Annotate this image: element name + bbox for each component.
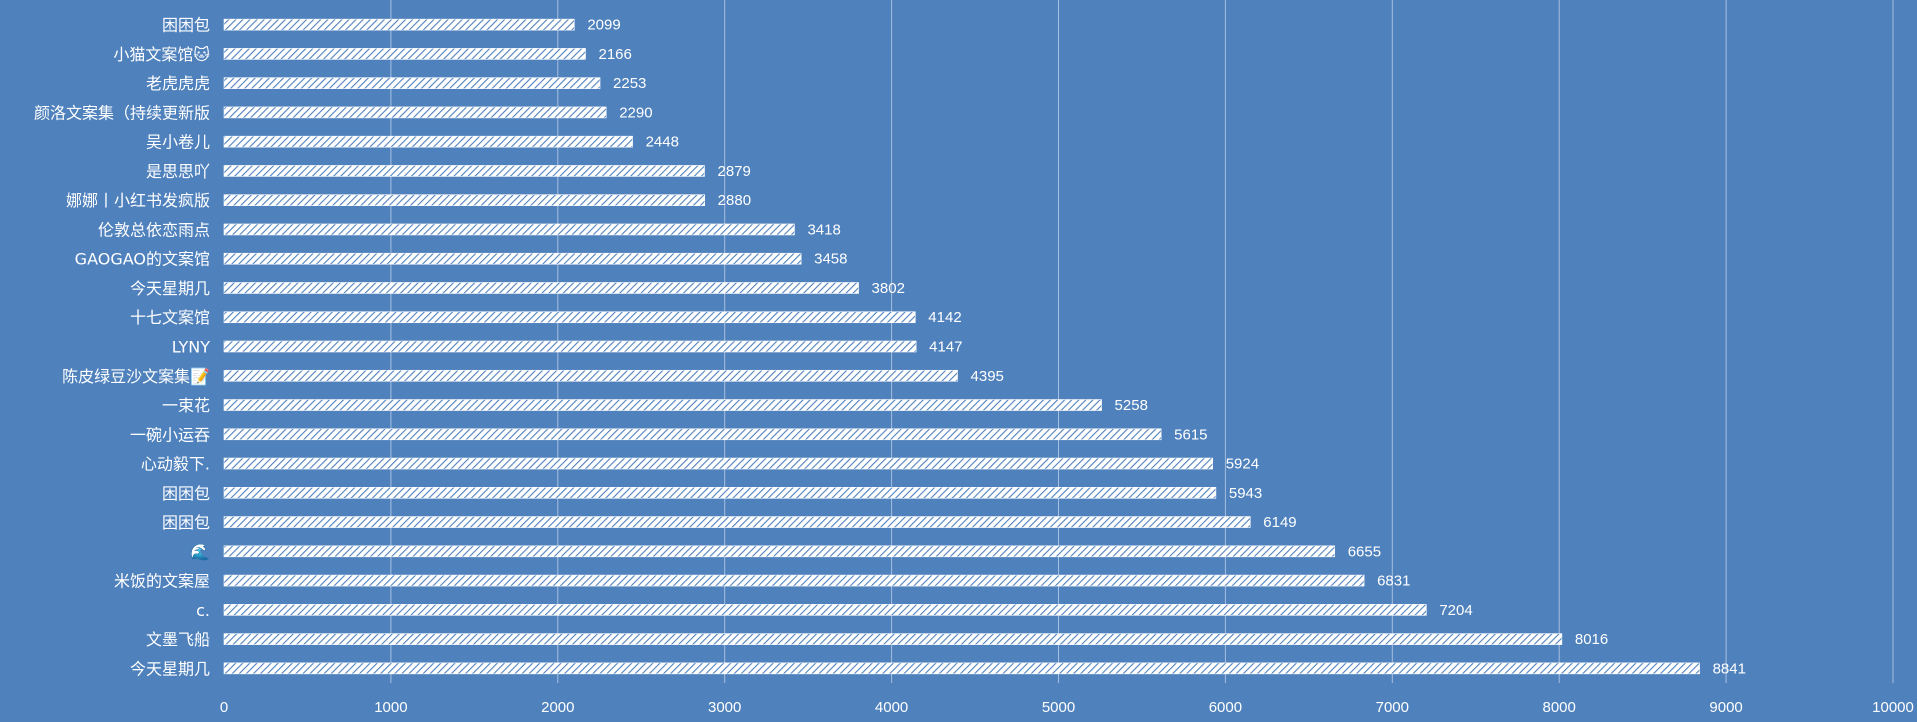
category-label: 小猫文案馆🐱: [113, 45, 210, 64]
x-tick-label: 5000: [1042, 699, 1075, 716]
value-axis: 0 1000 2000 3000 4000 5000 6000 7000 8000 9000 100…: [220, 699, 1914, 716]
category-label: 颜洛文案集（持续更新版: [34, 103, 210, 122]
bar: [223, 545, 1336, 558]
category-label: 十七文案馆: [130, 308, 210, 327]
bar-value-label: 2166: [599, 46, 632, 63]
category-label: 老虎虎虎: [146, 74, 210, 93]
bar: [223, 662, 1700, 675]
bar-value-label: 2253: [613, 75, 646, 92]
bar: [223, 48, 586, 60]
bar: [223, 282, 859, 294]
category-label: 米饭的文案屋: [114, 572, 210, 591]
bars: [223, 18, 1700, 675]
category-label: 🌊: [190, 542, 210, 561]
x-tick-label: 10000: [1872, 699, 1914, 716]
bar: [223, 604, 1427, 616]
category-label: 一碗小运吞: [130, 425, 210, 444]
bar-value-label: 2880: [718, 192, 751, 209]
x-tick-label: 2000: [541, 699, 574, 716]
bar-value-label: 2879: [718, 163, 751, 180]
bar: [223, 18, 575, 31]
category-label: 心动毅下.: [141, 455, 210, 474]
category-label: 吴小卷儿: [146, 133, 210, 152]
bar-value-label: 8841: [1713, 660, 1746, 677]
category-label: 今天星期几: [130, 279, 210, 298]
bar-value-label: 4395: [971, 368, 1004, 385]
category-label: LYNY: [172, 338, 211, 357]
category-axis: 今天星期几文墨飞船c.米饭的文案屋🌊困困包困困包心动毅下.一碗小运吞一束花陈皮绿…: [34, 16, 210, 679]
bar: [223, 487, 1217, 499]
category-label: 困困包: [162, 513, 210, 532]
bar-value-label: 7204: [1439, 602, 1472, 619]
bar: [223, 457, 1214, 470]
bar-value-label: 3458: [814, 251, 847, 268]
bar-value-label: 5924: [1226, 456, 1259, 473]
x-tick-label: 1000: [374, 699, 407, 716]
bar-value-label: 6831: [1377, 573, 1410, 590]
bar-value-label: 3418: [807, 221, 840, 238]
bar: [223, 194, 705, 206]
bar-value-label: 4142: [928, 309, 961, 326]
bar: [223, 135, 633, 148]
bar: [223, 223, 795, 236]
x-tick-label: 3000: [708, 699, 741, 716]
bar: [223, 399, 1102, 411]
x-tick-label: 7000: [1376, 699, 1409, 716]
bar-value-label: 2448: [646, 134, 679, 151]
category-label: 伦敦总依恋雨点: [98, 220, 210, 239]
bar-value-label: 6149: [1263, 514, 1296, 531]
bar: [223, 252, 802, 265]
category-label: GAOGAO的文案馆: [75, 250, 210, 269]
category-label: 今天星期几: [130, 659, 210, 678]
category-label: 困困包: [162, 16, 210, 35]
bar-value-label: 3802: [872, 280, 905, 297]
x-tick-label: 0: [220, 699, 228, 716]
bar-value-label: 8016: [1575, 631, 1608, 648]
bar-value-label: 2099: [587, 17, 620, 34]
bar: [223, 574, 1365, 587]
bar: [223, 165, 705, 177]
x-tick-label: 6000: [1209, 699, 1242, 716]
bar-value-label: 4147: [929, 339, 962, 356]
category-label: 一束花: [162, 396, 210, 415]
bar-value-label: 2290: [619, 104, 652, 121]
bar: [223, 311, 916, 324]
bar-value-label: 6655: [1348, 543, 1381, 560]
category-label: 是思思吖: [146, 162, 210, 181]
bar: [223, 106, 607, 119]
bar-value-label: 5258: [1115, 397, 1148, 414]
bar: [223, 340, 917, 353]
bar-value-label: 5615: [1174, 426, 1207, 443]
category-label: 陈皮绿豆沙文案集📝: [62, 367, 210, 386]
category-label: 困困包: [162, 484, 210, 503]
bar: [223, 369, 958, 382]
bar: [223, 516, 1251, 528]
category-label: 娜娜丨小红书发疯版: [66, 191, 210, 210]
bar-value-label: 5943: [1229, 485, 1262, 502]
category-label: c.: [196, 601, 210, 620]
x-tick-label: 9000: [1709, 699, 1742, 716]
x-tick-label: 4000: [875, 699, 908, 716]
bar: [223, 77, 601, 89]
category-label: 文墨飞船: [146, 630, 210, 649]
bar: [223, 428, 1162, 441]
bar: [223, 633, 1563, 645]
x-tick-label: 8000: [1543, 699, 1576, 716]
